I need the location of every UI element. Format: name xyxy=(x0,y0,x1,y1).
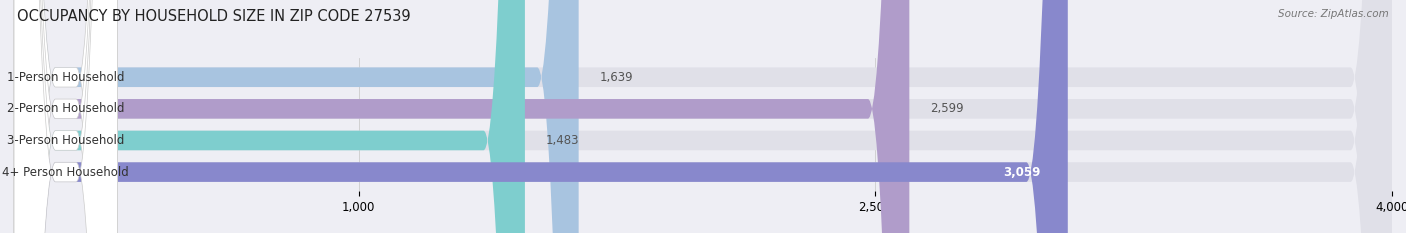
Text: 1,483: 1,483 xyxy=(546,134,579,147)
Text: OCCUPANCY BY HOUSEHOLD SIZE IN ZIP CODE 27539: OCCUPANCY BY HOUSEHOLD SIZE IN ZIP CODE … xyxy=(17,9,411,24)
Text: 3-Person Household: 3-Person Household xyxy=(7,134,124,147)
FancyBboxPatch shape xyxy=(14,0,579,233)
FancyBboxPatch shape xyxy=(14,0,1392,233)
FancyBboxPatch shape xyxy=(14,0,1392,233)
FancyBboxPatch shape xyxy=(14,0,910,233)
FancyBboxPatch shape xyxy=(14,0,1392,233)
Text: 3,059: 3,059 xyxy=(1002,166,1040,178)
Text: 1-Person Household: 1-Person Household xyxy=(7,71,125,84)
FancyBboxPatch shape xyxy=(14,0,1392,233)
Text: 1,639: 1,639 xyxy=(599,71,633,84)
FancyBboxPatch shape xyxy=(14,0,1067,233)
FancyBboxPatch shape xyxy=(14,0,118,233)
Text: 4+ Person Household: 4+ Person Household xyxy=(3,166,129,178)
Text: 2,599: 2,599 xyxy=(929,102,963,115)
FancyBboxPatch shape xyxy=(14,0,118,233)
Text: 2-Person Household: 2-Person Household xyxy=(7,102,125,115)
Text: Source: ZipAtlas.com: Source: ZipAtlas.com xyxy=(1278,9,1389,19)
FancyBboxPatch shape xyxy=(14,0,524,233)
FancyBboxPatch shape xyxy=(14,0,118,233)
FancyBboxPatch shape xyxy=(14,0,118,233)
